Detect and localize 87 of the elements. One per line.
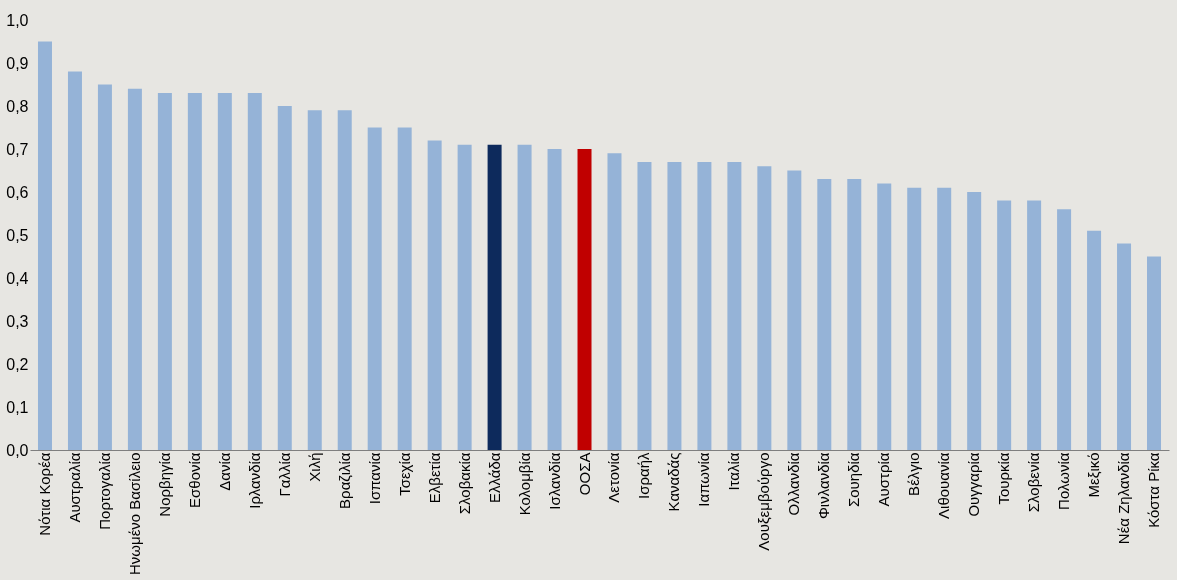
x-tick-label: Φινλανδία: [815, 452, 833, 520]
y-tick-label: 0,2: [6, 355, 29, 373]
bar: [97, 84, 112, 450]
y-tick-label: 0,9: [6, 54, 29, 72]
bar: [727, 161, 742, 450]
x-tick-label: Λιθουανία: [935, 452, 953, 519]
x-tick-label: Ολλανδία: [785, 452, 803, 516]
y-tick-label: 0,3: [6, 312, 29, 330]
x-tick-label: Δανία: [215, 452, 233, 491]
bar: [667, 161, 682, 450]
y-tick-label: 0,0: [6, 441, 29, 459]
bar: [757, 166, 772, 450]
bar: [367, 127, 382, 450]
x-tick-label: Βραζιλία: [335, 452, 353, 509]
x-tick-label: Ισραήλ: [635, 452, 653, 499]
bar: [547, 149, 562, 450]
x-tick-label: Κολομβία: [515, 452, 533, 516]
bar: [967, 192, 982, 450]
bar: [247, 93, 262, 450]
x-tick-label: Βέλγιο: [905, 452, 923, 496]
x-tick-label: Νότια Κορέα: [35, 452, 53, 536]
bar: [187, 93, 202, 450]
x-tick-label: Λουξεμβούργο: [755, 452, 773, 551]
bar: [337, 110, 352, 450]
bar: [37, 41, 52, 450]
y-tick-label: 0,8: [6, 97, 29, 115]
x-tick-label: Πολωνία: [1055, 452, 1073, 510]
bar: [937, 187, 952, 450]
bar: [1027, 200, 1042, 450]
bar: [427, 140, 442, 450]
x-tick-label: Σλοβακία: [455, 452, 473, 515]
bar: [997, 200, 1012, 450]
bar: [397, 127, 412, 450]
bar: [1087, 230, 1102, 450]
x-tick-label: Αυστρία: [875, 452, 893, 507]
x-tick-label: Ισπανία: [365, 452, 383, 505]
x-tick-label: Νέα Ζηλανδία: [1115, 452, 1133, 545]
bar: [1147, 256, 1162, 450]
x-tick-label: Ελλάδα: [485, 452, 503, 503]
y-tick-label: 0,7: [6, 140, 29, 158]
x-tick-label: Ισλανδία: [545, 452, 563, 510]
bar: [877, 183, 892, 450]
y-tick-label: 0,5: [6, 226, 29, 244]
x-tick-label: Πορτογαλία: [95, 452, 113, 530]
bar: [217, 93, 232, 450]
bar: [607, 153, 622, 450]
x-tick-label: Σλοβενία: [1025, 452, 1043, 513]
x-tick-label: Χιλή: [305, 452, 323, 482]
x-tick-label: Καναδάς: [665, 452, 683, 512]
x-tick-label: Ιαπωνία: [695, 452, 713, 507]
x-tick-label: ΟΟΣΑ: [575, 452, 593, 496]
x-tick-label: Τσεχία: [395, 452, 413, 496]
bar: [277, 106, 292, 450]
bar: [847, 179, 862, 450]
x-tick-label: Ιταλία: [725, 452, 743, 491]
x-tick-label: Τουρκία: [995, 452, 1013, 505]
bar: [787, 170, 802, 450]
bar: [127, 88, 142, 450]
y-tick-label: 0,1: [6, 398, 29, 416]
x-tick-label: Σουηδία: [845, 452, 863, 508]
x-tick-label: Μεξικό: [1085, 452, 1103, 498]
x-tick-label: Γαλλία: [275, 452, 293, 497]
bar: [1117, 243, 1132, 450]
y-tick-label: 0,4: [6, 269, 29, 287]
bar: [67, 71, 82, 450]
x-tick-label: Κόστα Ρίκα: [1145, 452, 1163, 528]
x-tick-label: Εσθονία: [185, 452, 203, 508]
x-tick-label: Ουγγαρία: [965, 452, 983, 517]
bar: [307, 110, 322, 450]
bar: [517, 144, 532, 450]
x-tick-label: Ιρλανδία: [245, 452, 263, 509]
x-tick-label: Νορβηγία: [155, 452, 173, 517]
y-tick-label: 1,0: [6, 11, 29, 29]
y-tick-label: 0,6: [6, 183, 29, 201]
bar: [487, 144, 502, 450]
bar: [637, 161, 652, 450]
bar: [817, 179, 832, 450]
x-tick-label: Αυστραλία: [65, 452, 83, 523]
bar: [157, 93, 172, 450]
bar: [907, 187, 922, 450]
x-tick-label: Λετονία: [605, 452, 623, 503]
x-tick-label: Ελβετία: [425, 452, 443, 504]
bar: [697, 161, 712, 450]
bar: [1057, 209, 1072, 450]
bar: [457, 144, 472, 450]
x-tick-label: Ηνωμένο Βασίλειο: [125, 452, 143, 576]
bar: [577, 149, 592, 450]
